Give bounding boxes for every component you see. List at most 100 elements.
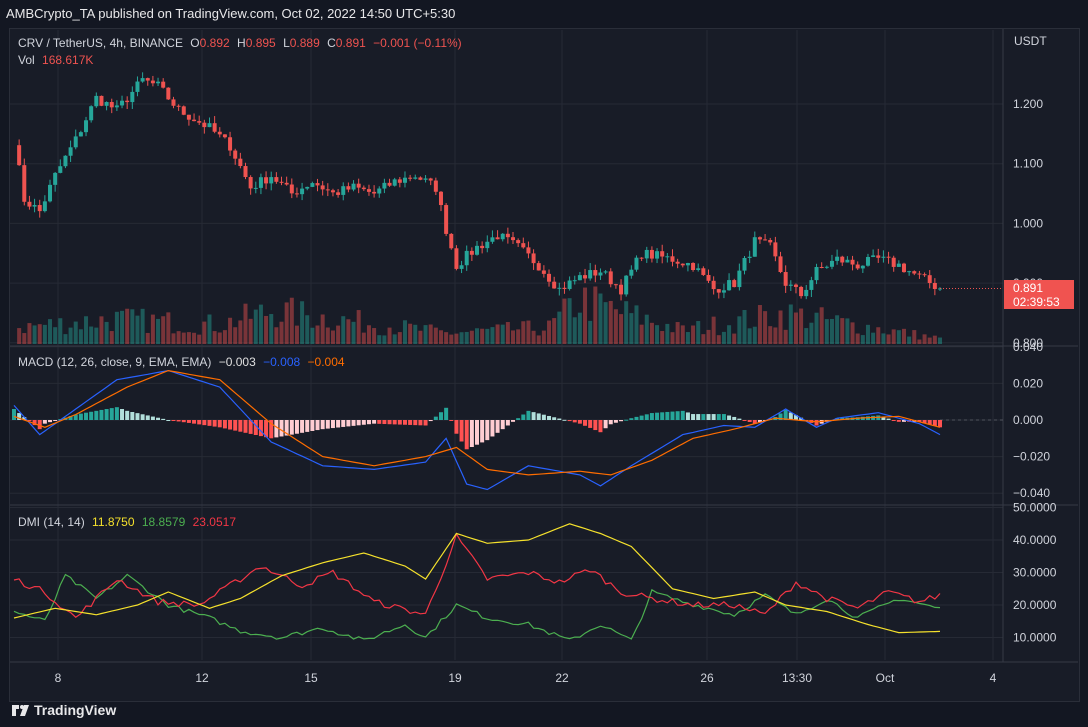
volume-bar	[757, 305, 762, 344]
volume-bar	[876, 327, 881, 344]
volume-bar	[660, 331, 665, 344]
volume-bar	[691, 325, 696, 344]
macd-histogram-bar	[701, 414, 706, 420]
macd-histogram-bar	[289, 420, 294, 435]
volume-bar	[901, 328, 906, 344]
candle-body	[799, 286, 804, 297]
volume-bar	[505, 322, 510, 344]
candle-body	[639, 257, 644, 259]
macd-histogram-bar	[418, 420, 423, 426]
candle-body	[433, 180, 438, 192]
volume-bar	[552, 318, 557, 344]
candle-body	[809, 280, 814, 290]
macd-histogram-bar	[320, 420, 325, 430]
candle-body	[773, 242, 778, 257]
macd-histogram	[12, 407, 942, 450]
volume-bar	[310, 327, 315, 344]
candle-body	[814, 267, 819, 281]
macd-histogram-bar	[814, 420, 819, 426]
candle-body	[238, 158, 243, 167]
volume-bar	[917, 339, 922, 344]
candle-body	[670, 256, 675, 262]
candle-body	[475, 245, 479, 255]
volume-bar	[855, 333, 860, 344]
tradingview-logo[interactable]: TradingView	[12, 702, 116, 718]
volume-bar	[120, 310, 125, 344]
volume-bar	[886, 334, 891, 344]
candle-body	[58, 166, 63, 173]
macd-histogram-bar	[938, 420, 942, 428]
candle-body	[896, 263, 901, 267]
volume-bar	[145, 332, 150, 344]
macd-histogram-bar	[644, 414, 649, 420]
candle-body	[531, 253, 536, 264]
volume-bar	[840, 318, 845, 344]
volume-bar	[27, 323, 32, 344]
volume-bar	[166, 312, 171, 344]
candle-body	[228, 137, 233, 151]
macd-label[interactable]: MACD (12, 26, close, 9, EMA, EMA)	[18, 355, 212, 369]
candle-body	[881, 256, 886, 258]
price-axis-tick: 1.200	[1013, 97, 1043, 111]
candle-body	[469, 250, 474, 255]
dmi-label[interactable]: DMI (14, 14)	[18, 515, 85, 529]
volume-bar	[819, 307, 824, 344]
chart-frame[interactable]	[9, 28, 1080, 702]
volume-bar	[114, 311, 119, 344]
macd-histogram-bar	[917, 420, 922, 422]
volume-bar	[336, 325, 341, 344]
volume-bar	[32, 325, 37, 344]
volume-bar	[799, 308, 804, 344]
candle-body	[325, 189, 330, 191]
volume-bar	[377, 335, 382, 344]
candle-body	[680, 263, 685, 266]
macd-histogram-bar	[557, 418, 562, 420]
candle-body	[351, 183, 356, 190]
macd-histogram-bar	[896, 420, 901, 422]
volume-bar	[572, 317, 577, 344]
macd-histogram-bar	[212, 420, 217, 427]
candle-body	[619, 284, 624, 295]
candle-body	[778, 256, 783, 273]
candle-body	[161, 81, 166, 88]
bar-countdown: 02:39:53	[1013, 295, 1060, 309]
candle-body	[886, 256, 891, 258]
macd-histogram-bar	[42, 420, 47, 424]
volume-bar	[171, 333, 176, 344]
ohlc-low: 0.889	[289, 36, 320, 50]
macd-histogram-bar	[258, 420, 263, 437]
macd-histogram-bar	[48, 420, 53, 423]
volume-bar	[305, 315, 310, 344]
currency-label: USDT	[1014, 34, 1047, 48]
candle-body	[901, 263, 906, 273]
candle-body	[865, 256, 870, 266]
candle-body	[366, 189, 371, 192]
macd-histogram-bar	[639, 415, 644, 420]
volume-bar	[94, 327, 99, 344]
candle-body	[233, 150, 238, 159]
dmi-axis-tick: 30.0000	[1013, 566, 1057, 580]
macd-histogram-bar	[356, 420, 361, 426]
macd-histogram-bar	[387, 420, 392, 425]
candle-body	[109, 102, 114, 108]
volume-bar	[742, 309, 747, 344]
volume-bar	[449, 334, 454, 344]
candle-body	[917, 273, 922, 275]
volume-bar	[454, 333, 459, 344]
macd-histogram-bar	[593, 420, 598, 431]
volume-bar	[207, 314, 212, 344]
volume-bar	[562, 298, 567, 344]
macd-histogram-bar	[588, 420, 593, 428]
macd-histogram-bar	[361, 420, 366, 425]
candle-body	[186, 114, 191, 120]
macd-histogram-bar	[269, 420, 274, 439]
volume-bar	[721, 331, 726, 344]
volume-bar	[763, 311, 768, 344]
candle-body	[793, 284, 798, 287]
symbol-label[interactable]: CRV / TetherUS, 4h, BINANCE	[18, 36, 183, 50]
candle-body	[32, 205, 37, 207]
macd-histogram-bar	[109, 408, 114, 420]
ohlc-c-label: C	[327, 36, 336, 50]
candle-body	[716, 289, 721, 293]
